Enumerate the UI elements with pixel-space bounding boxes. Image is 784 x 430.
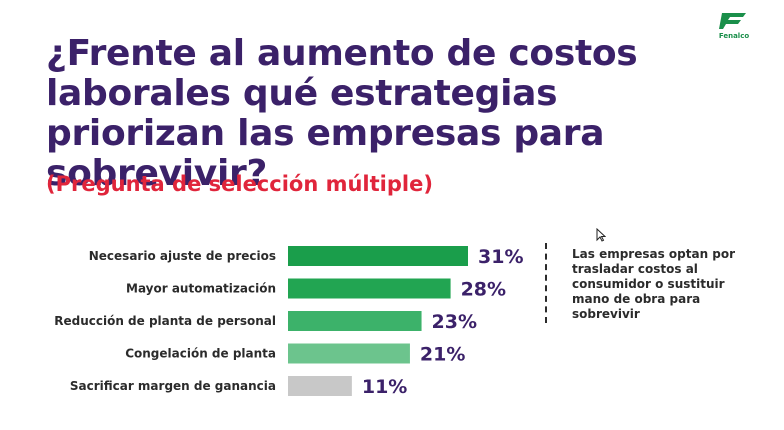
annotation-text: Las empresas optan por trasladar costos … xyxy=(572,247,736,321)
value-label: 11% xyxy=(362,376,407,398)
annotation-divider xyxy=(545,243,547,323)
category-label: Congelación de planta xyxy=(125,347,276,361)
bar xyxy=(288,343,410,364)
page-title: ¿Frente al aumento de costos laborales q… xyxy=(46,33,638,194)
fenalco-logo-icon xyxy=(719,13,746,29)
bar xyxy=(288,278,451,299)
category-label: Sacrificar margen de ganancia xyxy=(70,379,276,393)
bar xyxy=(288,246,468,266)
bar xyxy=(288,376,352,396)
value-label: 28% xyxy=(461,279,506,301)
value-label: 23% xyxy=(432,311,477,333)
bar xyxy=(288,311,422,331)
value-label: 21% xyxy=(420,344,465,366)
logo-wordmark: Fenalco xyxy=(718,32,750,40)
page-subtitle: (Pregunta de selección múltiple) xyxy=(46,172,433,196)
mouse-cursor-icon xyxy=(596,228,606,242)
category-label: Necesario ajuste de precios xyxy=(89,249,276,263)
bar-chart: Necesario ajuste de precios 31% Mayor auto… xyxy=(54,246,523,398)
value-label: 31% xyxy=(478,246,523,268)
category-label: Reducción de planta de personal xyxy=(54,314,276,328)
fenalco-logo: Fenalco xyxy=(716,10,752,44)
category-label: Mayor automatización xyxy=(126,282,276,296)
